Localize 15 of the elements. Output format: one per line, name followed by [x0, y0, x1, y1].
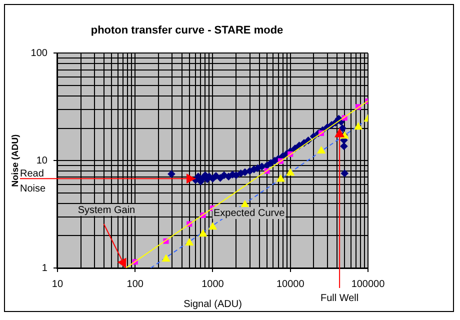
annotation: Full Well [320, 292, 359, 304]
annotation: System Gain [78, 204, 136, 216]
x-axis-title: Signal (ADU) [184, 298, 242, 310]
chart-title: photon transfer curve - STARE mode [90, 24, 284, 37]
annotation: Read Noise [20, 168, 46, 194]
x-tick-label: 10 [52, 278, 64, 290]
y-tick-label: 100 [30, 48, 48, 59]
y-axis-title: Noise (ADU) [10, 134, 20, 187]
x-tick-label: 100000 [351, 278, 386, 290]
y-tick-label: 1 [42, 262, 48, 274]
x-tick-label: 10000 [276, 278, 305, 290]
y-tick-label: 10 [36, 155, 48, 166]
x-tick-label: 1000 [202, 278, 224, 290]
x-tick-label: 100 [126, 278, 144, 290]
annotation: Expected Curve [213, 208, 286, 219]
